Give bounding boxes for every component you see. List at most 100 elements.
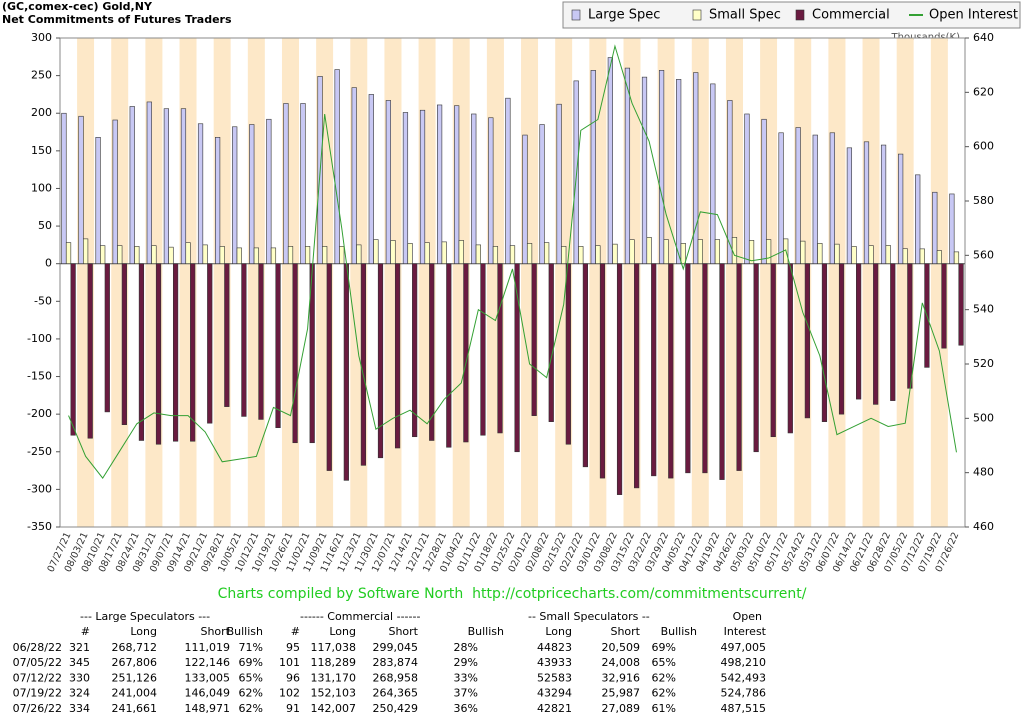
bar <box>548 263 554 422</box>
bar <box>565 263 571 445</box>
y2-tick-label: 460 <box>973 520 994 533</box>
bar <box>817 243 823 264</box>
bar <box>748 240 755 264</box>
table-cell: 250,429 <box>373 702 419 714</box>
bar <box>441 241 447 264</box>
bar <box>561 246 567 264</box>
y2-tick-label: 480 <box>973 466 994 479</box>
bar <box>356 244 362 264</box>
table-cell: 33% <box>454 671 478 684</box>
table-cell: 69% <box>652 641 676 654</box>
bar <box>958 263 964 346</box>
table-cell: 62% <box>239 702 263 714</box>
bar <box>941 263 947 349</box>
y2-tick-label: 620 <box>973 85 994 98</box>
table-cell: 299,045 <box>373 641 419 654</box>
bar <box>795 127 801 264</box>
y-tick-label: -100 <box>27 332 52 345</box>
table-cell: 324 <box>69 687 90 700</box>
table-cell: 65% <box>652 656 676 669</box>
bar <box>334 69 340 264</box>
bar <box>578 246 584 264</box>
table-cell: 44823 <box>537 641 572 654</box>
table-cell: 43294 <box>537 687 572 700</box>
table-cell: 27,089 <box>602 702 641 714</box>
y-tick-label: 150 <box>31 144 52 157</box>
bar <box>680 243 686 264</box>
table-column-header: Short <box>200 625 230 638</box>
bar <box>360 263 367 466</box>
bar <box>104 263 110 413</box>
bar <box>595 245 601 264</box>
bar <box>697 239 703 264</box>
legend-swatch <box>692 9 702 21</box>
bar <box>326 263 332 471</box>
bar <box>880 144 887 264</box>
bar <box>629 239 635 264</box>
bar <box>283 103 289 264</box>
y-tick-label: -350 <box>27 520 52 533</box>
bar <box>919 248 925 264</box>
bar <box>685 263 691 474</box>
table-cell: 96 <box>286 671 300 684</box>
table-cell: 62% <box>652 671 676 684</box>
bar <box>509 245 516 264</box>
bar <box>590 70 596 264</box>
bar <box>287 246 294 264</box>
bar <box>936 250 942 264</box>
table-cell: 321 <box>69 641 90 654</box>
table-cell: 29% <box>454 656 478 669</box>
chart-subtitle: Net Commitments of Futures Traders <box>2 13 232 26</box>
bar <box>663 239 669 264</box>
table-cell: 142,007 <box>311 702 357 714</box>
y-tick-label: -150 <box>27 370 52 383</box>
table-cell: 32,916 <box>602 671 641 684</box>
bar <box>770 263 776 438</box>
table-cell: 37% <box>454 687 478 700</box>
bar <box>241 263 247 417</box>
bar <box>185 242 191 264</box>
bar <box>480 263 486 436</box>
table-cell: 07/19/22 <box>13 687 62 700</box>
plot-frame <box>59 37 966 528</box>
table-column-header: Interest <box>724 625 767 638</box>
bar <box>539 124 545 264</box>
table-column-header: Bullish <box>661 625 697 638</box>
legend-label: Open Interest <box>929 8 1018 23</box>
table-cell: 334 <box>69 702 90 714</box>
bar <box>932 191 938 264</box>
bar <box>475 244 481 264</box>
bar <box>514 263 520 453</box>
table-cell: 61% <box>652 702 676 714</box>
y-tick-label: 0 <box>45 257 52 270</box>
y2-tick-label: 600 <box>973 140 994 153</box>
table-cell: 102 <box>279 687 300 700</box>
bar <box>736 263 742 471</box>
bar <box>138 263 145 441</box>
table-group-header: -- Small Speculators -- <box>528 610 650 623</box>
table-cell: 91 <box>286 702 300 714</box>
bar <box>292 263 298 444</box>
bar <box>915 174 921 264</box>
bar <box>544 242 550 264</box>
table-cell: 20,509 <box>602 641 641 654</box>
bar <box>556 103 562 264</box>
bar <box>258 263 264 420</box>
bar <box>155 263 162 445</box>
bar <box>70 263 76 436</box>
legend-swatch <box>571 9 581 21</box>
bar <box>61 112 67 264</box>
bar <box>373 239 379 264</box>
table-column-header: Bullish <box>227 625 263 638</box>
bar <box>834 243 840 264</box>
table-cell: 07/12/22 <box>13 671 62 684</box>
table-cell: 71% <box>239 641 263 654</box>
bar <box>719 263 725 480</box>
table-cell: 07/26/22 <box>13 702 62 714</box>
bar <box>890 263 896 401</box>
table-cell: 111,019 <box>185 641 231 654</box>
bar <box>151 245 157 264</box>
table-column-header: # <box>291 625 300 638</box>
bar <box>368 94 374 264</box>
